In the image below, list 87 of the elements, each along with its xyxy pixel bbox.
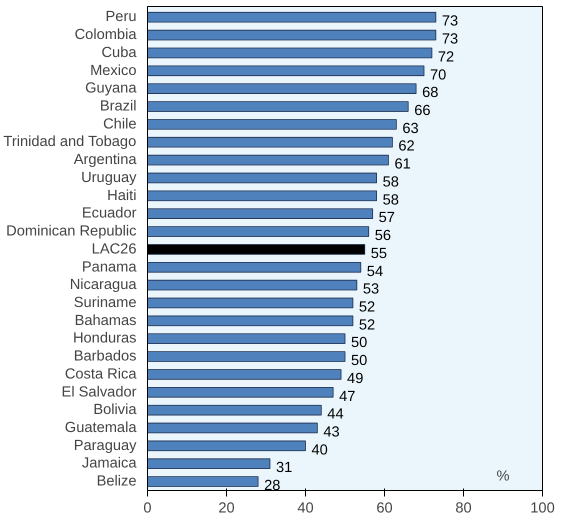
data-label: 55 [370, 246, 388, 262]
bar [148, 422, 318, 434]
bar [148, 262, 362, 273]
y-tick-label: Chile [103, 116, 137, 132]
data-label: 68 [422, 85, 438, 102]
data-label: 28 [264, 478, 280, 494]
y-tick-label: Haiti [107, 188, 137, 204]
data-label: 66 [414, 103, 431, 120]
x-tick-label: 40 [297, 500, 314, 516]
bar [148, 316, 354, 326]
data-label: 31 [276, 460, 292, 476]
y-tick-label: LAC26 [92, 241, 137, 258]
bar [148, 83, 416, 94]
data-label: 61 [394, 156, 411, 173]
bar [148, 154, 389, 166]
data-label: 52 [358, 299, 376, 316]
y-tick-label: Panama [82, 259, 138, 276]
y-tick-label: Argentina [74, 152, 138, 168]
bar [148, 369, 342, 380]
data-label: 50 [351, 353, 368, 370]
y-tick-label: El Salvador [62, 384, 137, 400]
data-label: 57 [378, 210, 395, 226]
x-tick-label: 0 [143, 500, 152, 516]
y-tick-label: Trinidad and Tobago [3, 134, 136, 150]
y-tick-label: Guatemala [64, 420, 138, 436]
y-tick-label: Costa Rica [64, 366, 138, 382]
x-tick-label: 80 [455, 500, 472, 516]
y-tick-label: Suriname [74, 294, 137, 311]
y-tick-label: Brazil [100, 98, 137, 115]
data-label: 50 [351, 335, 368, 352]
bar [148, 386, 334, 398]
bar [148, 458, 270, 470]
y-tick-label: Paraguay [74, 438, 138, 454]
bar [148, 298, 354, 308]
y-tick-label: Dominican Republic [6, 224, 137, 240]
data-label: 47 [339, 388, 356, 405]
bar [148, 65, 424, 76]
bar [148, 12, 436, 23]
y-tick-label: Mexico [90, 62, 137, 79]
bar [148, 440, 306, 452]
data-label: 56 [374, 228, 392, 244]
y-tick-label: Colombia [74, 27, 138, 44]
data-label: 58 [382, 192, 399, 208]
bar [148, 226, 370, 237]
bar [148, 476, 258, 487]
bar [148, 48, 432, 58]
y-tick-label: Barbados [74, 348, 137, 365]
y-tick-label: Cuba [101, 44, 138, 61]
bar [148, 136, 393, 148]
data-label: 63 [402, 120, 419, 137]
bar [148, 190, 377, 202]
data-label: 52 [358, 317, 376, 334]
x-tick-label: 20 [218, 500, 235, 516]
data-label: 40 [312, 442, 328, 458]
bar [148, 404, 322, 416]
data-label: 43 [323, 424, 340, 440]
data-label: 53 [362, 282, 380, 298]
x-axis-title: % [496, 468, 510, 484]
y-tick-label: Belize [96, 474, 137, 490]
y-tick-label: Jamaica [82, 456, 138, 472]
data-label: 73 [442, 32, 458, 48]
data-label: 62 [398, 138, 415, 155]
bar [148, 351, 346, 362]
y-tick-label: Peru [106, 9, 137, 26]
y-tick-label: Nicaragua [70, 277, 138, 294]
data-label: 73 [442, 14, 458, 30]
data-label: 44 [327, 406, 344, 423]
bar [148, 119, 397, 130]
y-tick-label: Uruguay [81, 170, 138, 186]
bar [148, 208, 374, 219]
data-label: 58 [382, 174, 399, 190]
bar [148, 101, 409, 112]
bar [148, 280, 358, 290]
y-tick-label: Bolivia [93, 402, 138, 418]
data-label: 49 [347, 370, 364, 387]
y-tick-label: Honduras [72, 330, 137, 347]
x-tick-label: 100 [530, 500, 555, 516]
data-label: 54 [366, 264, 384, 280]
y-tick-label: Ecuador [82, 206, 137, 222]
bar [148, 172, 377, 184]
y-tick-label: Guyana [85, 80, 138, 97]
x-tick-label: 60 [376, 500, 393, 516]
bar [148, 30, 436, 40]
bar [148, 333, 346, 344]
data-label: 72 [438, 49, 454, 66]
y-tick-label: Bahamas [74, 312, 137, 329]
data-label: 70 [430, 67, 446, 84]
